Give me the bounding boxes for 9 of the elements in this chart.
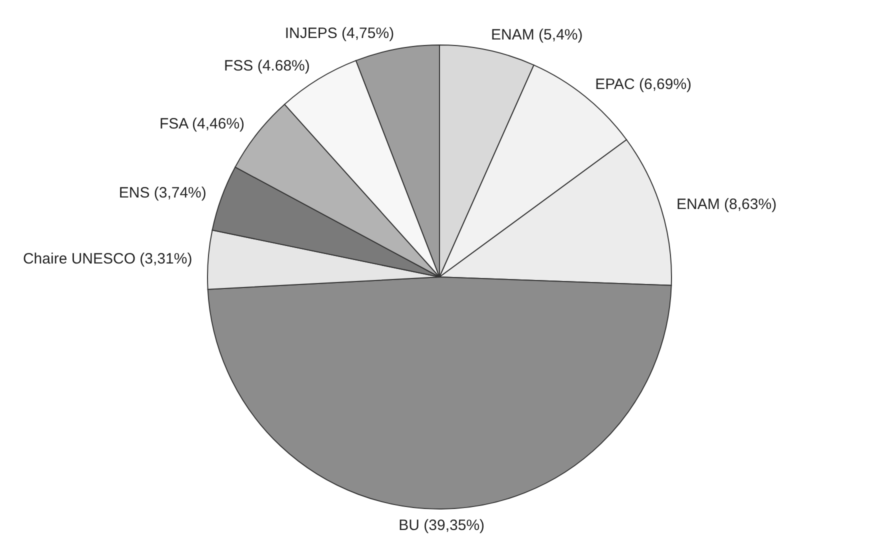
slice-label: EPAC (6,69%) [595, 76, 692, 93]
slice-label: Chaire UNESCO (3,31%) [22, 250, 192, 268]
slice-label: FSA (4,46%) [160, 116, 245, 133]
slice-label: ENAM (5,4%) [491, 26, 583, 44]
slice-label: FSS (4.68%) [224, 58, 310, 75]
slice-label: INJEPS (4,75%) [284, 25, 394, 42]
slice-label: BU (39,35%) [398, 516, 485, 534]
slice-label: ENAM (8,63%) [676, 196, 777, 214]
slice-label: ENS (3,74%) [118, 184, 206, 202]
